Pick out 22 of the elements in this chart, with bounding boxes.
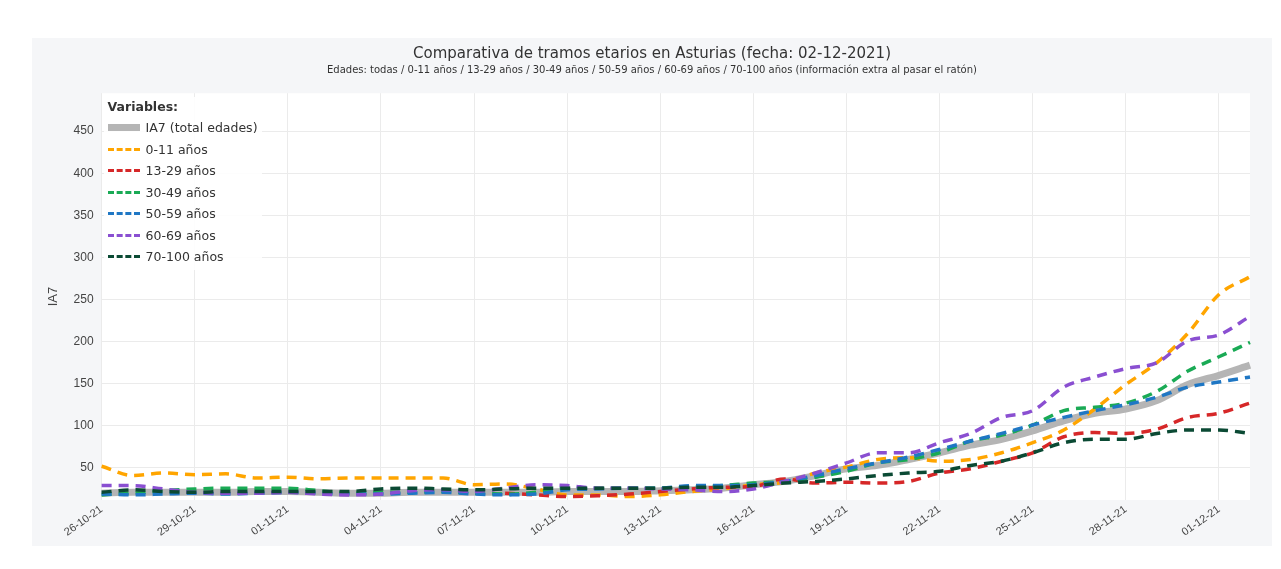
legend-label: 50-59 años [145, 206, 216, 222]
chart-title: Comparativa de tramos etarios en Asturias (fecha: 02-12-2021) [412, 44, 892, 62]
y-tick-label: 50 [80, 460, 94, 475]
line-series [503, 401, 1252, 499]
line-series [99, 275, 1252, 499]
y-tick-label: 200 [73, 333, 94, 348]
legend-title: Variables: [107, 99, 180, 115]
legend-label: 60-69 años [145, 227, 216, 243]
legend-label: IA7 (total edades) [145, 120, 258, 136]
y-tick-label: 350 [73, 207, 94, 222]
legend-label: 13-29 años [145, 163, 216, 179]
legend-label: 70-100 años [145, 249, 224, 265]
legend-label: 0-11 años [145, 141, 208, 157]
y-tick-label: 400 [73, 165, 94, 180]
y-tick-label: 450 [73, 123, 94, 138]
y-tick-label: 250 [73, 291, 94, 306]
y-tick-label: 150 [73, 376, 94, 391]
y-axis-title: IA7 [45, 286, 61, 307]
legend-label: 30-49 años [145, 184, 216, 200]
chart-subtitle: Edades: todas / 0-11 años / 13-29 años / 30-49 años / 50-59 años / 60-69 años / 70-100 años (información extra al pasar el ratón) [326, 64, 978, 75]
y-tick-label: 100 [73, 418, 94, 433]
y-tick-label: 300 [73, 249, 94, 264]
